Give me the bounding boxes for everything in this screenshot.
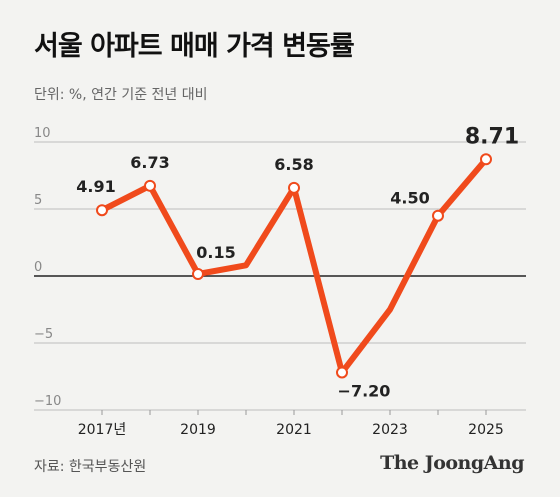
x-tick-label: 2025	[468, 422, 504, 438]
x-tick-label: 2017년	[78, 422, 127, 438]
data-label: 8.71	[465, 124, 519, 149]
x-tick-label: 2023	[372, 422, 408, 438]
data-point	[480, 153, 492, 166]
data-point	[432, 209, 444, 222]
data-point	[96, 204, 108, 217]
axis-layer: 10 5 0 −5 −10 2017년 2019 2021 2023 2025	[34, 126, 504, 438]
data-point	[144, 179, 156, 192]
data-label: 0.15	[196, 243, 235, 262]
chart-title: 서울 아파트 매매 가격 변동률	[34, 31, 355, 62]
y-tick-label: 0	[34, 260, 42, 275]
source-note: 자료: 한국부동산원	[34, 459, 147, 475]
x-tick-label: 2019	[180, 422, 216, 438]
data-label: −7.20	[338, 381, 391, 400]
data-label-layer: 4.91 6.73 0.15 6.58 −7.20 4.50 8.71	[76, 124, 519, 400]
y-tick-label: −5	[34, 327, 53, 342]
data-label: 6.58	[274, 155, 313, 174]
data-label: 6.73	[130, 153, 169, 172]
data-label: 4.50	[390, 189, 429, 208]
y-tick-label: 5	[34, 193, 42, 208]
brand-logo: The JoongAng	[380, 452, 524, 474]
data-label: 4.91	[76, 177, 115, 196]
data-point	[288, 181, 300, 194]
series-layer	[96, 153, 492, 379]
data-point	[192, 267, 204, 280]
chart-subtitle: 단위: %, 연간 기준 전년 대비	[34, 87, 208, 103]
y-tick-label: 10	[34, 126, 51, 141]
y-tick-label: −10	[34, 394, 61, 409]
x-tick-label: 2021	[276, 422, 312, 438]
data-point	[336, 366, 348, 379]
